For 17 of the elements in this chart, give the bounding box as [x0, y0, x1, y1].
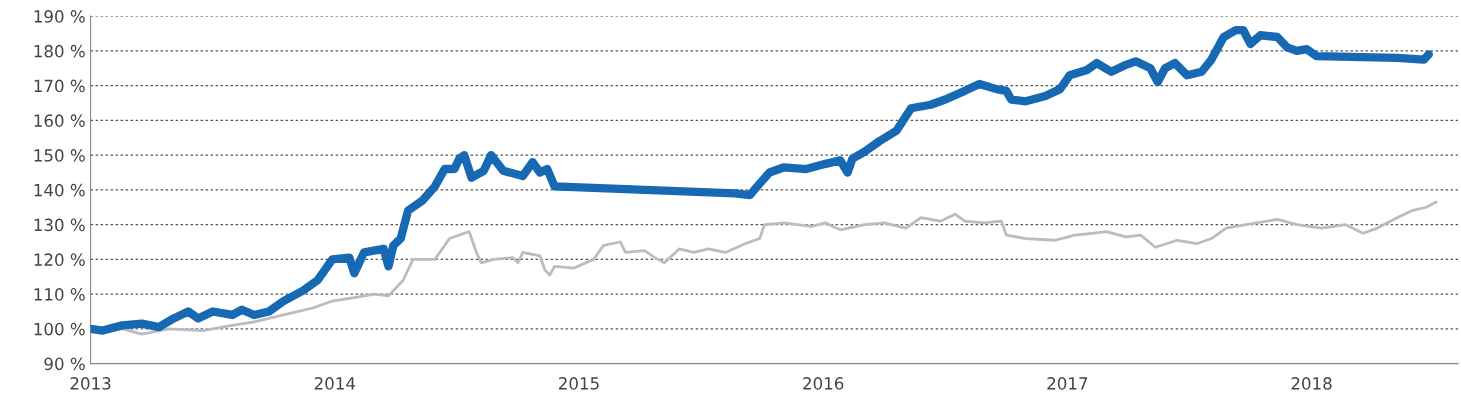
y-tick-label: 180 %	[34, 44, 85, 58]
y-tick-label: 160 %	[34, 114, 85, 127]
x-tick-label: 2017	[1047, 377, 1088, 390]
y-tick-label: 190 %	[34, 10, 85, 23]
x-tick-label: 2018	[1291, 377, 1332, 390]
y-tick-label: 170 %	[34, 79, 85, 93]
y-tick-label: 150 %	[34, 149, 85, 162]
y-tick-label: 90 %	[44, 357, 85, 371]
x-tick-label: 2016	[803, 377, 844, 390]
y-tick-label: 140 %	[34, 183, 85, 197]
y-tick-label: 110 %	[34, 288, 85, 301]
y-tick-label: 120 %	[34, 253, 85, 266]
y-tick-label: 130 %	[34, 218, 85, 232]
x-tick-label: 2014	[314, 377, 356, 390]
x-tick-label: 2015	[558, 377, 599, 390]
x-tick-label: 2013	[70, 377, 111, 390]
y-tick-label: 100 %	[34, 322, 85, 336]
